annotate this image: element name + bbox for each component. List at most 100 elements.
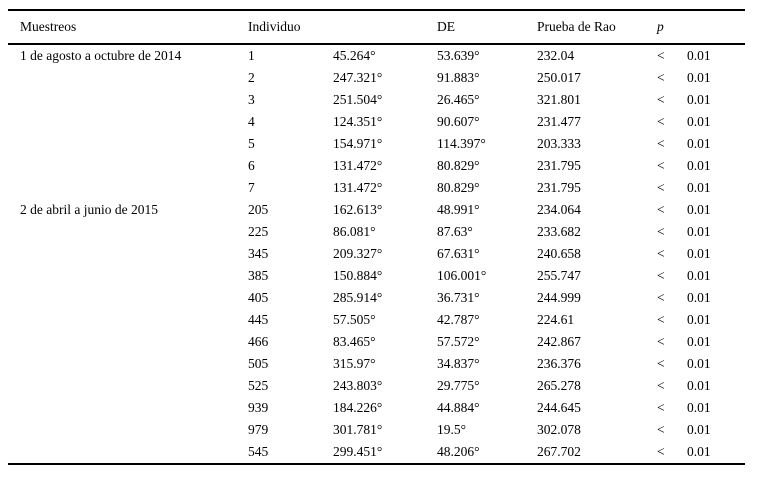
media-angular-cell: 285.914°: [333, 290, 383, 306]
p-relation-cell: <: [657, 268, 665, 284]
p-relation-cell: <: [657, 444, 665, 460]
rao-cell: 203.333: [537, 136, 581, 152]
p-relation-cell: <: [657, 356, 665, 372]
rao-cell: 231.795: [537, 180, 581, 196]
header-prueba-de-rao: Prueba de Rao: [537, 19, 616, 35]
de-cell: 34.837°: [437, 356, 480, 372]
table-row: 466 83.465° 57.572° 242.867 <0.01: [8, 331, 745, 353]
individuo-cell: 4: [248, 114, 255, 130]
p-value-cell: 0.01: [687, 224, 711, 240]
individuo-cell: 385: [248, 268, 269, 284]
p-value-cell: 0.01: [687, 92, 711, 108]
individuo-cell: 3: [248, 92, 255, 108]
rao-cell: 232.04: [537, 48, 575, 64]
media-angular-cell: 124.351°: [333, 114, 383, 130]
muestreo-cell: 2 de abril a junio de 2015: [20, 202, 158, 218]
media-angular-cell: 209.327°: [333, 246, 383, 262]
individuo-cell: 939: [248, 400, 269, 416]
de-cell: 91.883°: [437, 70, 480, 86]
p-relation-cell: <: [657, 158, 665, 174]
p-value-cell: 0.01: [687, 136, 711, 152]
p-value-cell: 0.01: [687, 48, 711, 64]
de-cell: 44.884°: [437, 400, 480, 416]
individuo-cell: 466: [248, 334, 269, 350]
media-angular-cell: 83.465°: [333, 334, 376, 350]
p-relation-cell: <: [657, 400, 665, 416]
p-relation-cell: <: [657, 290, 665, 306]
table-row: 2 247.321° 91.883° 250.017 <0.01: [8, 67, 745, 89]
rao-cell: 231.477: [537, 114, 581, 130]
media-angular-cell: 57.505°: [333, 312, 376, 328]
p-value-cell: 0.01: [687, 444, 711, 460]
p-value-cell: 0.01: [687, 268, 711, 284]
de-cell: 19.5°: [437, 422, 467, 438]
individuo-cell: 2: [248, 70, 255, 86]
table-row: 3 251.504° 26.465° 321.801 <0.01: [8, 89, 745, 111]
table-header-rule: [8, 43, 745, 45]
rao-cell: 265.278: [537, 378, 581, 394]
p-value-cell: 0.01: [687, 334, 711, 350]
media-angular-cell: 243.803°: [333, 378, 383, 394]
table-row: 225 86.081° 87.63° 233.682 <0.01: [8, 221, 745, 243]
rao-cell: 234.064: [537, 202, 581, 218]
table-row: 525 243.803° 29.775° 265.278 <0.01: [8, 375, 745, 397]
individuo-cell: 225: [248, 224, 269, 240]
rao-cell: 302.078: [537, 422, 581, 438]
de-cell: 48.991°: [437, 202, 480, 218]
p-value-cell: 0.01: [687, 158, 711, 174]
p-relation-cell: <: [657, 378, 665, 394]
rao-cell: 321.801: [537, 92, 581, 108]
table-row: 445 57.505° 42.787° 224.61 <0.01: [8, 309, 745, 331]
p-value-cell: 0.01: [687, 246, 711, 262]
media-angular-cell: 131.472°: [333, 158, 383, 174]
p-value-cell: 0.01: [687, 312, 711, 328]
p-relation-cell: <: [657, 202, 665, 218]
table-row: 385 150.884° 106.001° 255.747 <0.01: [8, 265, 745, 287]
p-value-cell: 0.01: [687, 180, 711, 196]
de-cell: 36.731°: [437, 290, 480, 306]
table-row: 939 184.226° 44.884° 244.645 <0.01: [8, 397, 745, 419]
de-cell: 67.631°: [437, 246, 480, 262]
individuo-cell: 5: [248, 136, 255, 152]
de-cell: 26.465°: [437, 92, 480, 108]
rao-cell: 250.017: [537, 70, 581, 86]
table-row: 979 301.781° 19.5° 302.078 <0.01: [8, 419, 745, 441]
p-value-cell: 0.01: [687, 356, 711, 372]
rao-cell: 244.999: [537, 290, 581, 306]
individuo-cell: 205: [248, 202, 269, 218]
media-angular-cell: 150.884°: [333, 268, 383, 284]
statistics-table: Muestreos Individuo DE Prueba de Rao p 1…: [8, 9, 745, 465]
de-cell: 53.639°: [437, 48, 480, 64]
de-cell: 80.829°: [437, 180, 480, 196]
table-row: 2 de abril a junio de 2015 205 162.613° 48.…: [8, 199, 745, 221]
individuo-cell: 505: [248, 356, 269, 372]
muestreo-cell: 1 de agosto a octubre de 2014: [20, 48, 182, 64]
rao-cell: 242.867: [537, 334, 581, 350]
individuo-cell: 545: [248, 444, 269, 460]
rao-cell: 244.645: [537, 400, 581, 416]
table-header-row: Muestreos Individuo DE Prueba de Rao p: [8, 11, 745, 43]
de-cell: 42.787°: [437, 312, 480, 328]
table-row: 1 de agosto a octubre de 2014 1 45.264° 53.…: [8, 45, 745, 67]
rao-cell: 267.702: [537, 444, 581, 460]
p-relation-cell: <: [657, 422, 665, 438]
p-value-cell: 0.01: [687, 422, 711, 438]
rao-cell: 233.682: [537, 224, 581, 240]
de-cell: 106.001°: [437, 268, 487, 284]
p-value-cell: 0.01: [687, 114, 711, 130]
p-relation-cell: <: [657, 114, 665, 130]
individuo-cell: 405: [248, 290, 269, 306]
rao-cell: 240.658: [537, 246, 581, 262]
de-cell: 87.63°: [437, 224, 473, 240]
table-bottom-rule: [8, 463, 745, 465]
p-value-cell: 0.01: [687, 378, 711, 394]
header-de: DE: [437, 19, 455, 35]
media-angular-cell: 301.781°: [333, 422, 383, 438]
rao-cell: 236.376: [537, 356, 581, 372]
media-angular-cell: 299.451°: [333, 444, 383, 460]
individuo-cell: 7: [248, 180, 255, 196]
individuo-cell: 1: [248, 48, 255, 64]
table-row: 405 285.914° 36.731° 244.999 <0.01: [8, 287, 745, 309]
rao-cell: 224.61: [537, 312, 575, 328]
media-angular-cell: 315.97°: [333, 356, 376, 372]
